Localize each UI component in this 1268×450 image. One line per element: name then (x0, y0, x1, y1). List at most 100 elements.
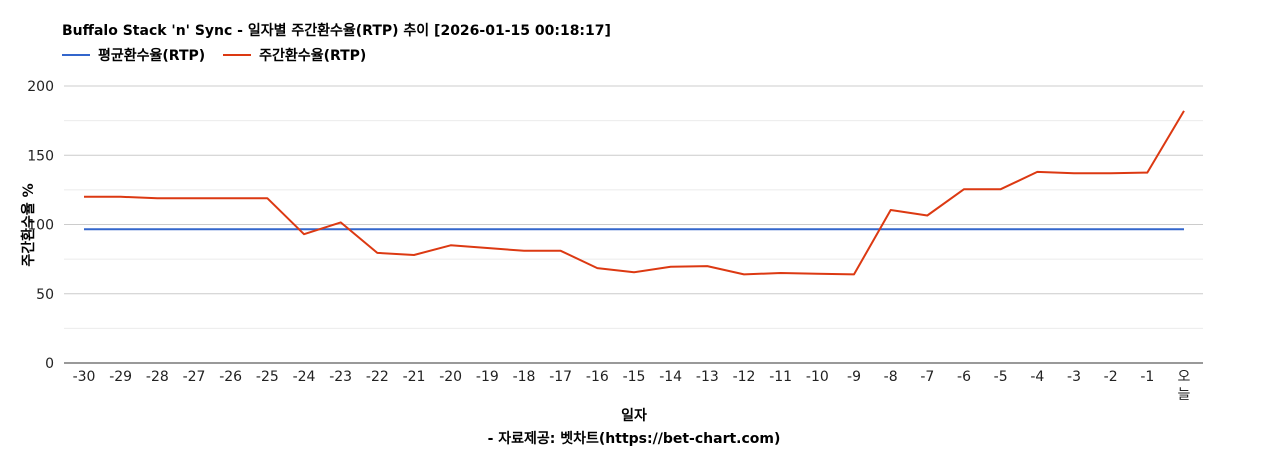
data-point-weekly[interactable] (926, 214, 928, 216)
data-point-average[interactable] (670, 228, 672, 230)
data-point-weekly[interactable] (1073, 172, 1075, 174)
source-credit: - 자료제공: 벳차트(https://bet-chart.com) (487, 431, 781, 447)
data-point-average[interactable] (1146, 228, 1148, 230)
data-point-weekly[interactable] (743, 273, 745, 275)
data-point-weekly[interactable] (230, 197, 232, 199)
data-point-weekly[interactable] (780, 272, 782, 274)
y-tick-label: 200 (27, 79, 54, 95)
data-point-weekly[interactable] (596, 267, 598, 269)
data-point-average[interactable] (1036, 228, 1038, 230)
data-point-weekly[interactable] (1036, 171, 1038, 173)
data-point-weekly[interactable] (963, 188, 965, 190)
data-point-weekly[interactable] (413, 254, 415, 256)
data-point-average[interactable] (120, 228, 122, 230)
chart-title: Buffalo Stack 'n' Sync - 일자별 주간환수율(RTP) … (62, 23, 611, 39)
data-point-weekly[interactable] (560, 250, 562, 252)
x-tick-labels: -30 -29 -28 -27 -26 -25 -24 -23 -22 -21 -20 -19 -18-… (73, 369, 1191, 403)
x-tick-label: -13 (696, 369, 719, 385)
data-point-average[interactable] (413, 228, 415, 230)
x-tick-label: -19 (476, 369, 499, 385)
data-point-average[interactable] (560, 228, 562, 230)
data-point-average[interactable] (1073, 228, 1075, 230)
x-tick-label: -10 (806, 369, 829, 385)
data-point-average[interactable] (890, 228, 892, 230)
data-point-average[interactable] (156, 228, 158, 230)
data-point-average[interactable] (450, 228, 452, 230)
data-point-average[interactable] (596, 228, 598, 230)
data-point-weekly[interactable] (340, 221, 342, 223)
legend: 평균환수율(RTP) 주간환수율(RTP) (62, 45, 384, 65)
data-point-weekly[interactable] (1000, 188, 1002, 190)
data-point-average[interactable] (486, 228, 488, 230)
x-tick-label: -14 (659, 369, 682, 385)
data-point-weekly[interactable] (120, 196, 122, 198)
x-tick-label: -17 (549, 369, 572, 385)
data-point-weekly[interactable] (266, 197, 268, 199)
data-point-weekly[interactable] (816, 273, 818, 275)
data-point-weekly[interactable] (376, 252, 378, 254)
data-point-average[interactable] (523, 228, 525, 230)
data-point-weekly[interactable] (450, 244, 452, 246)
data-point-average[interactable] (1183, 228, 1185, 230)
data-point-average[interactable] (633, 228, 635, 230)
data-point-average[interactable] (83, 228, 85, 230)
data-point-average[interactable] (1000, 228, 1002, 230)
x-tick-label: -2 (1104, 369, 1118, 385)
data-point-average[interactable] (376, 228, 378, 230)
data-point-weekly[interactable] (1110, 172, 1112, 174)
x-tick-label: -23 (329, 369, 352, 385)
x-tick-label: -16 (586, 369, 609, 385)
data-point-weekly[interactable] (486, 247, 488, 249)
data-point-weekly[interactable] (83, 196, 85, 198)
x-tick-label: -29 (109, 369, 132, 385)
data-point-weekly[interactable] (303, 233, 305, 235)
legend-item-average[interactable]: 평균환수율(RTP) (62, 45, 205, 65)
x-tick-label: -8 (884, 369, 898, 385)
legend-label-weekly: 주간환수율(RTP) (259, 48, 367, 64)
x-tick-label: -1 (1140, 369, 1154, 385)
x-tick-label: -5 (994, 369, 1008, 385)
data-point-weekly[interactable] (156, 197, 158, 199)
x-tick-label: -27 (183, 369, 206, 385)
data-point-average[interactable] (340, 228, 342, 230)
data-point-weekly[interactable] (1146, 172, 1148, 174)
x-tick-label: -4 (1030, 369, 1044, 385)
data-point-average[interactable] (743, 228, 745, 230)
data-point-weekly[interactable] (523, 250, 525, 252)
x-tick-label: -7 (920, 369, 934, 385)
data-point-average[interactable] (926, 228, 928, 230)
y-tick-label: 100 (27, 218, 54, 234)
y-axis-label: 주간환수율 % (21, 183, 37, 267)
data-point-average[interactable] (266, 228, 268, 230)
data-point-average[interactable] (816, 228, 818, 230)
data-point-average[interactable] (780, 228, 782, 230)
data-point-average[interactable] (706, 228, 708, 230)
x-tick-label: -6 (957, 369, 971, 385)
data-point-weekly[interactable] (890, 209, 892, 211)
x-tick-label: -26 (219, 369, 242, 385)
data-point-weekly[interactable] (706, 265, 708, 267)
x-tick-label: -21 (403, 369, 426, 385)
legend-item-weekly[interactable]: 주간환수율(RTP) (223, 45, 366, 65)
x-tick-label: -20 (439, 369, 462, 385)
data-point-weekly[interactable] (670, 266, 672, 268)
data-point-weekly[interactable] (193, 197, 195, 199)
data-point-average[interactable] (230, 228, 232, 230)
data-point-average[interactable] (193, 228, 195, 230)
data-point-average[interactable] (853, 228, 855, 230)
data-point-weekly[interactable] (633, 271, 635, 273)
x-tick-label: -11 (769, 369, 792, 385)
x-tick-label: -28 (146, 369, 169, 385)
data-point-weekly[interactable] (1183, 110, 1185, 112)
y-tick-label: 150 (27, 148, 54, 164)
series-lines (83, 110, 1185, 276)
data-point-average[interactable] (303, 228, 305, 230)
x-tick-label: -18 (513, 369, 536, 385)
data-point-average[interactable] (963, 228, 965, 230)
data-point-average[interactable] (1110, 228, 1112, 230)
legend-label-average: 평균환수율(RTP) (98, 48, 206, 64)
x-tick-label: -15 (623, 369, 646, 385)
data-point-weekly[interactable] (853, 273, 855, 275)
legend-swatch-weekly (223, 54, 252, 56)
